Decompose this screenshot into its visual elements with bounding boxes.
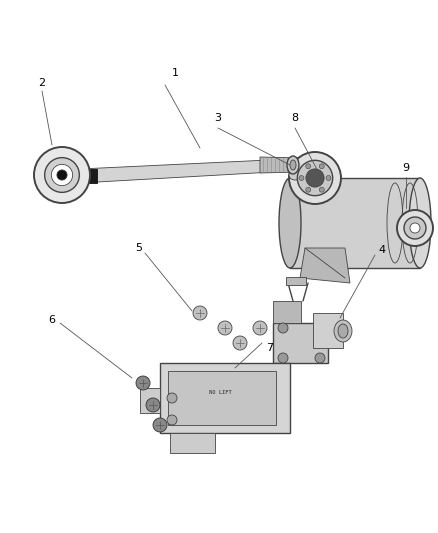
Text: 3: 3 [215,113,222,123]
Circle shape [299,175,304,181]
Circle shape [153,418,167,432]
Circle shape [167,393,177,403]
Text: 9: 9 [403,163,410,173]
Circle shape [397,210,433,246]
Circle shape [326,175,331,181]
Polygon shape [140,388,160,413]
FancyBboxPatch shape [160,363,290,433]
Polygon shape [80,159,290,183]
Circle shape [278,353,288,363]
Polygon shape [170,433,215,453]
Text: NO LIFT: NO LIFT [208,391,231,395]
Ellipse shape [334,320,352,342]
Text: 8: 8 [291,113,299,123]
Circle shape [306,164,311,169]
Text: 6: 6 [49,315,56,325]
FancyBboxPatch shape [273,301,301,323]
Polygon shape [300,248,350,283]
Circle shape [315,353,325,363]
Circle shape [193,306,207,320]
FancyBboxPatch shape [273,323,328,363]
Ellipse shape [289,170,301,180]
Ellipse shape [290,160,296,170]
Text: 2: 2 [39,78,46,88]
Circle shape [57,170,67,180]
Circle shape [34,147,90,203]
Circle shape [218,321,232,335]
Circle shape [45,158,79,192]
FancyBboxPatch shape [290,178,420,268]
Text: 5: 5 [135,243,142,253]
Text: 1: 1 [172,68,179,78]
Circle shape [319,187,324,192]
Circle shape [167,415,177,425]
Circle shape [253,321,267,335]
Circle shape [404,217,426,239]
Circle shape [51,164,73,185]
FancyBboxPatch shape [313,313,343,348]
Circle shape [136,376,150,390]
Circle shape [233,336,247,350]
FancyBboxPatch shape [286,277,306,285]
Circle shape [146,398,160,412]
Ellipse shape [409,178,431,268]
Text: 7: 7 [266,343,274,353]
Text: 4: 4 [378,245,385,255]
Circle shape [306,187,311,192]
Polygon shape [260,157,300,173]
Circle shape [319,164,324,169]
Ellipse shape [338,324,348,338]
FancyBboxPatch shape [168,371,276,425]
Circle shape [278,323,288,333]
Ellipse shape [287,156,299,174]
Circle shape [297,160,333,196]
Circle shape [289,152,341,204]
Ellipse shape [279,178,301,268]
Polygon shape [67,169,97,183]
Circle shape [410,223,420,233]
Circle shape [306,169,324,187]
